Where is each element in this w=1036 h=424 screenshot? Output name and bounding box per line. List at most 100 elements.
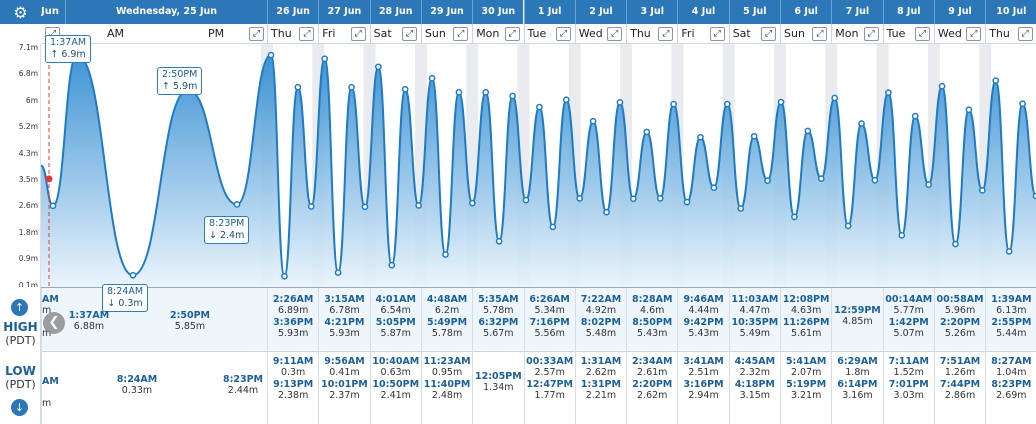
expand-day-icon[interactable]: ⤢ (299, 27, 315, 41)
low-tide-cell: 11:23AM 0.95m (423, 356, 471, 378)
day-header: 1 Jul (523, 0, 575, 24)
tide-point (630, 195, 637, 203)
high-tide-cell: 12:59PM 4.85m (834, 305, 881, 327)
expand-today-icon[interactable]: ⤢ (249, 27, 264, 41)
high-tide-cell: 00:58AM 5.96m (936, 294, 984, 316)
tide-point (576, 195, 584, 202)
tide-point (1005, 248, 1013, 255)
low-tide-cell: 6:14PM 3.16m (837, 379, 878, 401)
y-tick-label: 5.2m (18, 122, 38, 132)
low-tide-cell: 9:11AM 0.3m (272, 356, 314, 378)
day-header: 5 Jul (728, 0, 780, 24)
weekday-label: Thu (985, 24, 1036, 44)
low-tide-cell: 00:33AM 2.57m (526, 356, 574, 378)
low-tide-cell: 5:41AM 2.07m (785, 356, 827, 378)
tide-point (442, 251, 449, 258)
tide-point (495, 238, 503, 245)
day-header: 2 Jul (574, 0, 627, 24)
low-tide-cell: 4:45AM 2.32m (734, 356, 776, 378)
today-header: Wednesday, 25 Jun (65, 0, 267, 24)
row-labels: ↑ HIGH (PDT) LOW (PDT) ↓ (0, 287, 41, 424)
tide-point (361, 203, 369, 211)
weekday-label: Mon (831, 24, 882, 44)
tide-point (777, 98, 785, 106)
tide-point (603, 208, 610, 216)
day-tide-col: 3:15AM 6.78m 4:21PM 5.93m 9:56AM 0.41m 10:01PM… (318, 288, 369, 424)
expand-day-icon[interactable]: ⤢ (709, 27, 725, 41)
weekday-label: Fri (318, 24, 369, 44)
low-tide-cell: 10:01PM 2.37m (321, 379, 368, 401)
settings-gear-icon[interactable]: ⚙ (0, 0, 41, 24)
weekday-label: Tue (523, 24, 575, 44)
weekday-label: Fri (677, 24, 728, 44)
expand-day-icon[interactable]: ⤢ (350, 27, 366, 41)
weekday-label: Sun (420, 24, 472, 44)
tide-point (831, 94, 839, 102)
low-tide-cell: 12:05PM 1.34m (475, 371, 522, 393)
high-tide-cell: 5:35AM 5.78m (478, 294, 519, 316)
day-tide-col: 5:35AM 5.78m 6:32PM 5.67m 12:05PM 1.34m (472, 288, 523, 424)
expand-day-icon[interactable]: ⤢ (914, 27, 930, 41)
tide-point (844, 222, 852, 230)
high-tide-cell: 12:08PM 4.63m (782, 294, 830, 316)
high-tide-cell: 6:32PM 5.67m (478, 317, 519, 339)
tide-point (348, 83, 355, 91)
low-tide-cell: 7:51AM 1.26m (939, 356, 981, 378)
low-tide-cell: 1:31AM 2.62m (580, 356, 622, 378)
expand-day-icon[interactable]: ⤢ (607, 27, 623, 41)
weekday-label: Sat (728, 24, 780, 44)
weekday-label: Sun (780, 24, 831, 44)
high-tide-cell: 7:16PM 5.56m (529, 317, 570, 339)
high-tide-cell: 5:49PM 5.78m (427, 317, 468, 339)
tide-point (375, 63, 382, 71)
expand-day-icon[interactable]: ⤢ (401, 27, 417, 41)
tide-point (978, 186, 986, 194)
expand-day-icon[interactable]: ⤢ (812, 27, 828, 41)
y-tick-label: 4.3m (18, 148, 38, 158)
tide-chart (41, 44, 1036, 287)
tide-point (764, 177, 771, 184)
tide-point (307, 203, 315, 210)
y-axis: 7.1m 6.8m 6m 5.2m 4.3m 3.5m 2.6m 1.8m 0.9m 0.1m (0, 43, 41, 290)
low-tide-cell: 9:13PM 2.38m (273, 379, 314, 401)
high-tide-cell: 2:26AM 6.89m (272, 294, 314, 316)
expand-day-icon[interactable]: ⤢ (863, 27, 879, 41)
high-tz-label: (PDT) (5, 334, 36, 347)
tide-point (415, 202, 422, 209)
weekday-label: Thu (267, 24, 318, 44)
expand-day-icon[interactable]: ⤢ (658, 27, 674, 41)
weekday-label: Tue (882, 24, 934, 44)
expand-day-icon[interactable]: ⤢ (761, 27, 776, 41)
expand-day-icon[interactable]: ⤢ (504, 27, 520, 41)
low-tide-cell: 6:29AM 1.8m (837, 356, 878, 378)
scroll-left-button[interactable]: ❮ (43, 312, 65, 334)
tide-point (334, 269, 342, 276)
expand-day-icon[interactable]: ⤢ (453, 27, 469, 41)
tide-point (737, 205, 745, 212)
expand-day-icon[interactable]: ⤢ (555, 27, 571, 41)
high-tide-cell: 8:02PM 5.48m (580, 317, 621, 339)
tide-point (1019, 100, 1026, 108)
weekday-label: Mon (472, 24, 523, 44)
high-tide-cell: 00:14AM 5.77m (885, 294, 933, 316)
previous-day-header: Jun (41, 0, 65, 24)
high-tide-cell: 6:26AM 5.34m (529, 294, 570, 316)
low-tide-cell: 2:34AM 2.61m (632, 356, 673, 378)
expand-day-icon[interactable]: ⤢ (1017, 27, 1033, 41)
tide-point (670, 100, 677, 108)
tide-point (401, 85, 409, 93)
tide-point (710, 184, 718, 192)
expand-day-icon[interactable]: ⤢ (966, 27, 982, 41)
low-tide-cell: 1:31PM 2.21m (580, 379, 621, 401)
today-col-high-1: 1:37AM 6.88m (68, 310, 110, 332)
low-tz-label: (PDT) (5, 378, 36, 391)
tide-point (656, 195, 664, 202)
day-tide-col: 4:48AM 6.2m 5:49PM 5.78m 11:23AM 0.95m 11:40PM… (420, 288, 472, 424)
tide-point (616, 99, 624, 106)
tide-point (49, 202, 57, 210)
tide-point (482, 88, 490, 96)
low-tide-cell: 11:40PM 2.48m (423, 379, 471, 401)
tide-point (723, 100, 731, 108)
arrow-up-icon: ↑ (11, 299, 28, 316)
low-label: LOW (5, 364, 36, 378)
